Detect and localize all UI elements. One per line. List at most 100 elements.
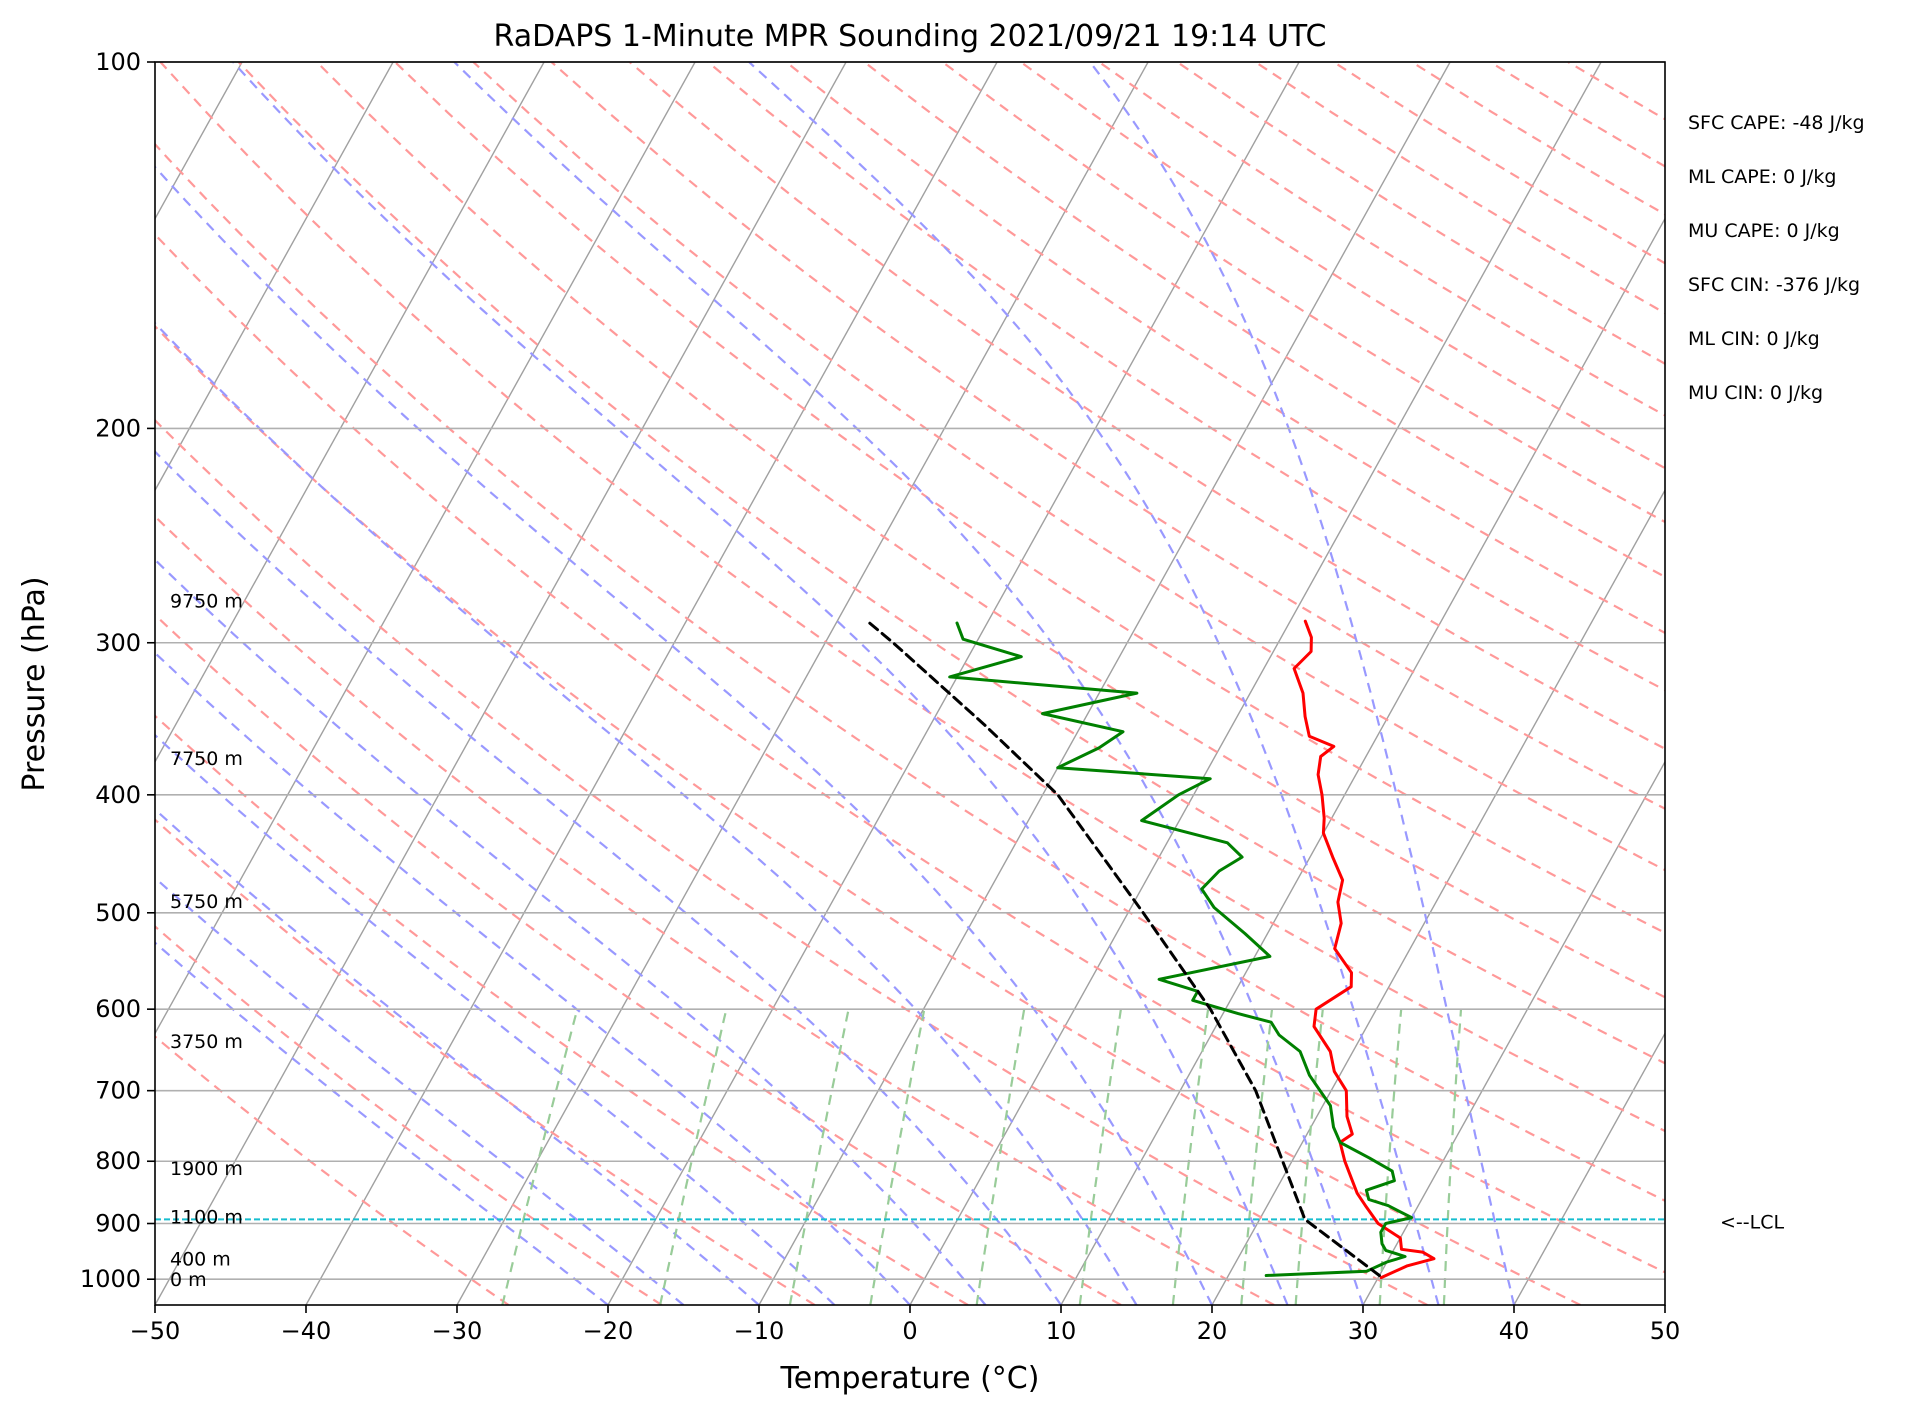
y-tick-label: 300 bbox=[95, 629, 141, 657]
y-tick-label: 1000 bbox=[80, 1265, 141, 1293]
moist-adiabat-line bbox=[232, 62, 1289, 1305]
dry-adiabat-line bbox=[155, 232, 1665, 1274]
stat-text: ML CIN: 0 J/kg bbox=[1688, 328, 1820, 350]
dry-adiabat-line bbox=[628, 62, 1665, 750]
y-tick-label: 100 bbox=[95, 48, 141, 76]
x-axis: −50 −40 −30 −20 −10 0 10 20 30 40 50 bbox=[130, 1305, 1681, 1345]
dry-adiabat-line bbox=[155, 613, 1122, 1305]
isotherm-line bbox=[909, 62, 1602, 1305]
temperature-line bbox=[1292, 619, 1436, 1280]
dry-adiabat-line bbox=[155, 925, 663, 1305]
mixing-ratio-line bbox=[1078, 1009, 1122, 1305]
stat-text: SFC CIN: -376 J/kg bbox=[1688, 274, 1860, 296]
x-tick-label: 10 bbox=[1046, 1317, 1077, 1345]
x-tick-label: −30 bbox=[432, 1317, 483, 1345]
x-tick-label: −10 bbox=[734, 1317, 785, 1345]
moist-adiabat-line bbox=[155, 558, 987, 1305]
moist-adiabat-line bbox=[155, 876, 685, 1305]
height-label: 9750 m bbox=[170, 591, 243, 613]
isotherm-line bbox=[1664, 1303, 1665, 1305]
isotherm-line bbox=[155, 62, 394, 492]
stat-text: SFC CAPE: -48 J/kg bbox=[1688, 112, 1865, 134]
y-tick-label: 500 bbox=[95, 899, 141, 927]
height-label: 0 m bbox=[170, 1269, 207, 1291]
isotherm-line bbox=[1060, 217, 1665, 1305]
y-tick-label: 400 bbox=[95, 781, 141, 809]
dry-adiabat-line bbox=[863, 62, 1665, 579]
mixing-ratio-line bbox=[501, 1008, 579, 1305]
isotherm-line bbox=[1211, 488, 1665, 1305]
moist-adiabat-line bbox=[155, 165, 1213, 1305]
mixing-ratio-line bbox=[1171, 1009, 1210, 1305]
dry-adiabat-line bbox=[155, 418, 1428, 1305]
isotherm-line bbox=[155, 62, 847, 1305]
y-tick-label: 800 bbox=[95, 1147, 141, 1175]
x-tick-label: −50 bbox=[130, 1317, 181, 1345]
dry-adiabat-line bbox=[159, 62, 1665, 1133]
height-label: 1900 m bbox=[170, 1158, 243, 1180]
moist-adiabat-line bbox=[453, 62, 1365, 1305]
dry-adiabat-line bbox=[155, 142, 1665, 1202]
moist-adiabat-line bbox=[155, 321, 1138, 1305]
height-label: 3750 m bbox=[170, 1031, 243, 1053]
y-tick-label: 900 bbox=[95, 1210, 141, 1238]
isotherm-line bbox=[1362, 760, 1665, 1305]
isotherm-line bbox=[305, 62, 998, 1305]
dry-adiabat-line bbox=[316, 62, 1665, 999]
y-axis: 100 200 300 400 500 600 700 800 900 1000 bbox=[80, 48, 155, 1293]
mixing-ratio-line bbox=[659, 1008, 728, 1305]
dewpoint-line bbox=[948, 621, 1414, 1277]
isotherm-line bbox=[607, 62, 1300, 1305]
height-label: 7750 m bbox=[170, 748, 243, 770]
x-tick-label: 30 bbox=[1348, 1317, 1379, 1345]
x-tick-label: 20 bbox=[1197, 1317, 1228, 1345]
background-lines bbox=[155, 62, 1665, 1305]
mixing-ratio-line bbox=[1442, 1009, 1463, 1305]
height-label: 1100 m bbox=[170, 1206, 243, 1228]
mixing-ratio-line bbox=[1240, 1009, 1274, 1305]
mixing-ratio-line bbox=[869, 1008, 926, 1305]
dry-adiabat-line bbox=[1567, 62, 1665, 121]
isotherm-line bbox=[1513, 1031, 1665, 1305]
x-tick-label: 0 bbox=[902, 1317, 917, 1345]
x-tick-label: −20 bbox=[583, 1317, 634, 1345]
x-axis-label: Temperature (°C) bbox=[780, 1361, 1040, 1396]
dry-adiabat-line bbox=[155, 324, 1581, 1305]
dry-adiabat-line bbox=[155, 1035, 510, 1305]
dry-adiabat-line bbox=[1020, 62, 1665, 470]
moist-adiabat-line bbox=[748, 62, 1440, 1305]
y-tick-label: 200 bbox=[95, 414, 141, 442]
x-tick-label: 50 bbox=[1650, 1317, 1681, 1345]
moist-adiabat-line bbox=[155, 941, 609, 1305]
dry-adiabat-line bbox=[155, 514, 1275, 1305]
x-tick-label: 40 bbox=[1499, 1317, 1530, 1345]
height-label: 5750 m bbox=[170, 891, 243, 913]
isotherm-line bbox=[155, 62, 545, 764]
y-tick-label: 700 bbox=[95, 1077, 141, 1105]
stat-text: ML CAPE: 0 J/kg bbox=[1688, 166, 1836, 188]
dry-adiabat-line bbox=[237, 62, 1665, 1065]
dry-adiabat-line bbox=[155, 714, 969, 1305]
chart-title: RaDAPS 1-Minute MPR Sounding 2021/09/21 … bbox=[494, 19, 1327, 54]
y-axis-label: Pressure (hPa) bbox=[17, 576, 52, 791]
lcl-label: <--LCL bbox=[1720, 1211, 1784, 1233]
dry-adiabat-line bbox=[394, 62, 1665, 935]
dry-adiabat-line bbox=[1254, 62, 1665, 315]
isotherm-line bbox=[155, 62, 696, 1035]
parcel-line bbox=[865, 619, 1381, 1277]
dry-adiabat-line bbox=[1411, 62, 1665, 216]
mixing-ratio-line bbox=[788, 1008, 850, 1305]
x-tick-label: −40 bbox=[281, 1317, 332, 1345]
stat-text: MU CIN: 0 J/kg bbox=[1688, 382, 1823, 404]
lcl-group: <--LCL bbox=[155, 1211, 1784, 1233]
mixing-ratio-line bbox=[975, 1009, 1026, 1305]
moist-adiabat-line bbox=[155, 733, 836, 1305]
dry-adiabat-line bbox=[941, 62, 1665, 524]
height-label: 400 m bbox=[170, 1249, 231, 1271]
dry-adiabat-line bbox=[472, 62, 1665, 872]
moist-adiabat-line bbox=[155, 807, 760, 1305]
isotherm-line bbox=[456, 62, 1149, 1305]
profiles bbox=[865, 619, 1436, 1280]
